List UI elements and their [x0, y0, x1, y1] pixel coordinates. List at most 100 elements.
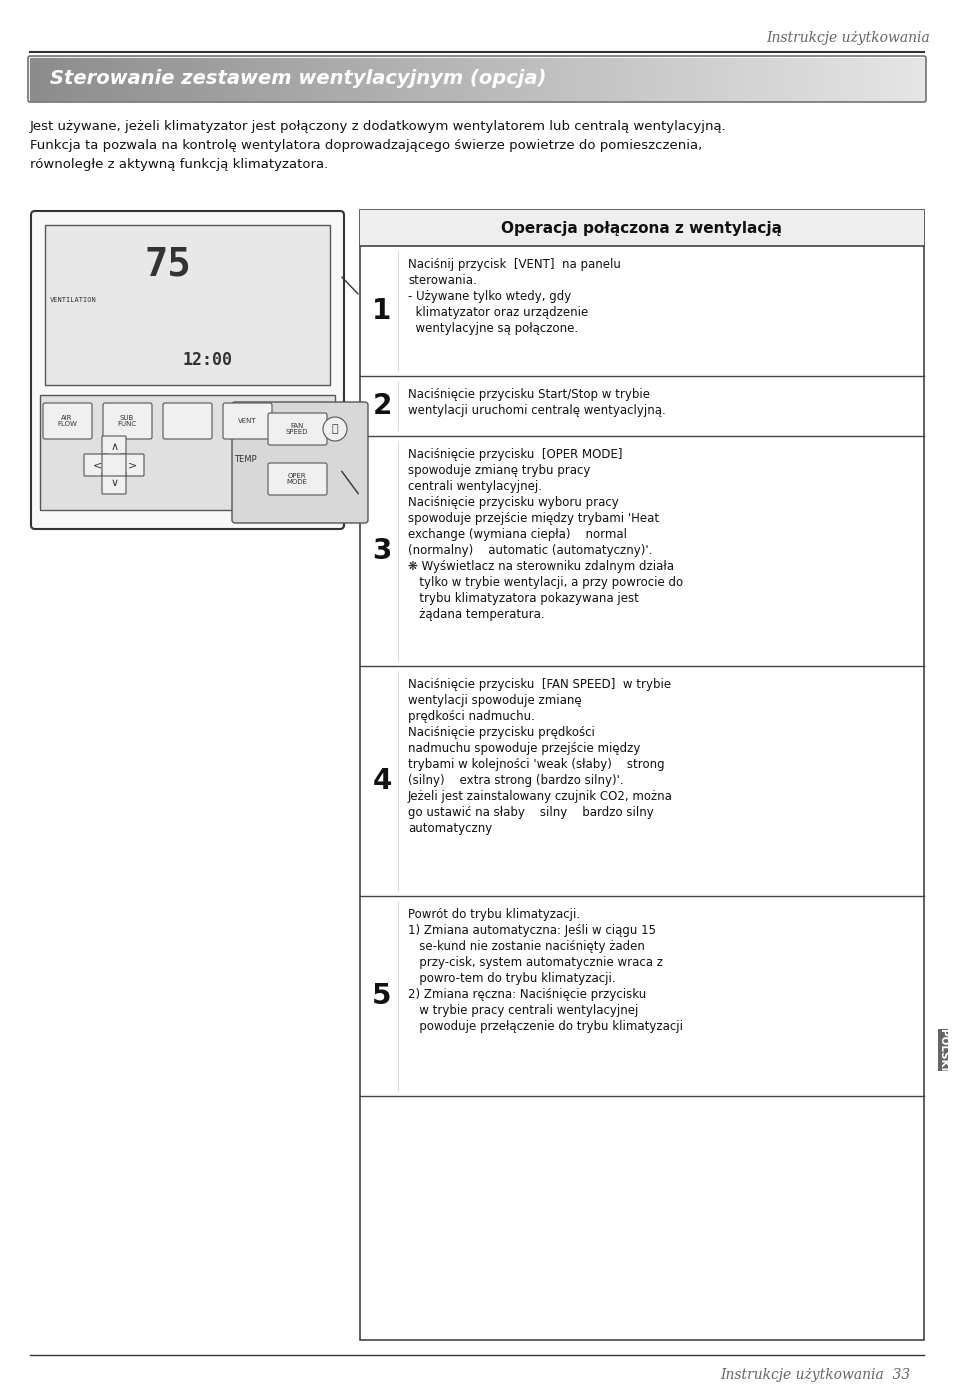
Bar	[512, 57, 521, 99]
Text: Naciśnięcie przycisku  [FAN SPEED]  w trybie: Naciśnięcie przycisku [FAN SPEED] w tryb…	[408, 678, 670, 692]
Text: klimatyzator oraz urządzenie: klimatyzator oraz urządzenie	[408, 307, 588, 319]
Bar	[619, 57, 628, 99]
Text: 3: 3	[372, 538, 392, 566]
Bar	[235, 57, 244, 99]
Bar	[441, 57, 450, 99]
Text: Jest używane, jeżeli klimatyzator jest połączony z dodatkowym wentylatorem lub c: Jest używane, jeżeli klimatyzator jest p…	[30, 120, 726, 133]
Text: powro-tem do trybu klimatyzacji.: powro-tem do trybu klimatyzacji.	[408, 972, 615, 986]
Bar	[396, 57, 405, 99]
Text: 2: 2	[372, 392, 392, 420]
Text: Instrukcje użytkowania  33: Instrukcje użytkowania 33	[719, 1368, 909, 1382]
Text: trybami w kolejności 'weak (słaby)    strong: trybami w kolejności 'weak (słaby) stron…	[408, 757, 664, 771]
Bar	[334, 57, 342, 99]
Text: (silny)    extra strong (bardzo silny)'.: (silny) extra strong (bardzo silny)'.	[408, 774, 623, 787]
Bar	[548, 57, 557, 99]
Bar	[861, 57, 869, 99]
Bar	[673, 57, 682, 99]
Bar	[824, 57, 834, 99]
Bar	[57, 57, 66, 99]
Bar	[199, 57, 209, 99]
Bar	[271, 57, 280, 99]
Bar	[253, 57, 262, 99]
FancyBboxPatch shape	[102, 454, 126, 476]
Text: Naciśnięcie przycisku Start/Stop w trybie: Naciśnięcie przycisku Start/Stop w trybi…	[408, 388, 649, 400]
Bar	[432, 57, 441, 99]
Text: Funkcja ta pozwala na kontrolę wentylatora doprowadzającego świerze powietrze do: Funkcja ta pozwala na kontrolę wentylato…	[30, 139, 701, 153]
Bar	[744, 57, 754, 99]
Bar	[807, 57, 816, 99]
Text: 2) Zmiana ręczna: Naciśnięcie przycisku: 2) Zmiana ręczna: Naciśnięcie przycisku	[408, 988, 645, 1001]
Text: se-kund nie zostanie naciśnięty żaden: se-kund nie zostanie naciśnięty żaden	[408, 939, 644, 953]
Bar	[315, 57, 325, 99]
Bar	[119, 57, 129, 99]
Bar	[182, 57, 191, 99]
Text: Jeżeli jest zainstalowany czujnik CO2, można: Jeżeli jest zainstalowany czujnik CO2, m…	[408, 790, 672, 804]
Bar	[896, 57, 905, 99]
Bar	[628, 57, 638, 99]
Text: 1) Zmiana automatyczna: Jeśli w ciągu 15: 1) Zmiana automatyczna: Jeśli w ciągu 15	[408, 924, 656, 937]
Text: wentylacji spowoduje zmianę: wentylacji spowoduje zmianę	[408, 694, 581, 707]
Text: Operacja połączona z wentylacją: Operacja połączona z wentylacją	[501, 220, 781, 235]
Text: tylko w trybie wentylacji, a przy powrocie do: tylko w trybie wentylacji, a przy powroc…	[408, 575, 682, 589]
Bar	[40, 395, 335, 510]
Text: - Używane tylko wtedy, gdy: - Używane tylko wtedy, gdy	[408, 290, 571, 302]
Bar	[575, 57, 583, 99]
Text: automatyczny: automatyczny	[408, 822, 492, 834]
Bar	[45, 225, 330, 385]
Text: spowoduje zmianę trybu pracy: spowoduje zmianę trybu pracy	[408, 463, 590, 477]
Bar	[611, 57, 619, 99]
Bar	[852, 57, 861, 99]
Text: exchange (wymiana ciepła)    normal: exchange (wymiana ciepła) normal	[408, 528, 626, 540]
Bar	[325, 57, 334, 99]
Text: 5: 5	[372, 981, 392, 1009]
Text: w trybie pracy centrali wentylacyjnej: w trybie pracy centrali wentylacyjnej	[408, 1004, 638, 1016]
Bar	[726, 57, 736, 99]
Bar	[172, 57, 182, 99]
Bar	[781, 57, 789, 99]
Text: 12:00: 12:00	[182, 351, 233, 370]
Bar	[754, 57, 762, 99]
FancyBboxPatch shape	[102, 435, 126, 458]
Bar	[387, 57, 396, 99]
Text: AIR
FLOW: AIR FLOW	[57, 414, 77, 427]
Text: Naciśnięcie przycisku  [OPER MODE]: Naciśnięcie przycisku [OPER MODE]	[408, 448, 622, 461]
Bar	[593, 57, 601, 99]
Bar	[530, 57, 539, 99]
Bar	[359, 210, 923, 246]
Text: VENT: VENT	[237, 419, 256, 424]
Text: ∨: ∨	[111, 477, 119, 489]
Bar	[137, 57, 146, 99]
Bar	[217, 57, 227, 99]
Text: go ustawić na słaby    silny    bardzo silny: go ustawić na słaby silny bardzo silny	[408, 806, 653, 819]
Bar	[164, 57, 172, 99]
Bar	[370, 57, 378, 99]
Text: >: >	[129, 461, 137, 470]
FancyBboxPatch shape	[43, 403, 91, 440]
Text: trybu klimatyzatora pokazywana jest: trybu klimatyzatora pokazywana jest	[408, 592, 639, 605]
FancyBboxPatch shape	[268, 413, 327, 445]
Bar	[834, 57, 842, 99]
Bar	[842, 57, 852, 99]
Text: FAN
SPEED: FAN SPEED	[286, 423, 308, 435]
Bar	[736, 57, 744, 99]
Bar	[111, 57, 119, 99]
FancyBboxPatch shape	[103, 403, 152, 440]
Bar	[664, 57, 673, 99]
Bar	[879, 57, 887, 99]
Text: żądana temperatura.: żądana temperatura.	[408, 608, 544, 622]
Text: 1: 1	[372, 297, 392, 325]
Bar	[521, 57, 530, 99]
Text: sterowania.: sterowania.	[408, 274, 476, 287]
Bar	[423, 57, 432, 99]
Text: Sterowanie zestawem wentylacyjnym (opcja): Sterowanie zestawem wentylacyjnym (opcja…	[50, 70, 546, 88]
Bar	[655, 57, 664, 99]
Text: Naciśnięcie przycisku wyboru pracy: Naciśnięcie przycisku wyboru pracy	[408, 496, 618, 510]
Bar	[762, 57, 771, 99]
Bar	[359, 210, 923, 1340]
Bar	[691, 57, 700, 99]
FancyBboxPatch shape	[84, 454, 108, 476]
Bar	[155, 57, 164, 99]
Text: Powrót do trybu klimatyzacji.: Powrót do trybu klimatyzacji.	[408, 909, 579, 921]
Bar	[39, 57, 48, 99]
Bar	[700, 57, 709, 99]
